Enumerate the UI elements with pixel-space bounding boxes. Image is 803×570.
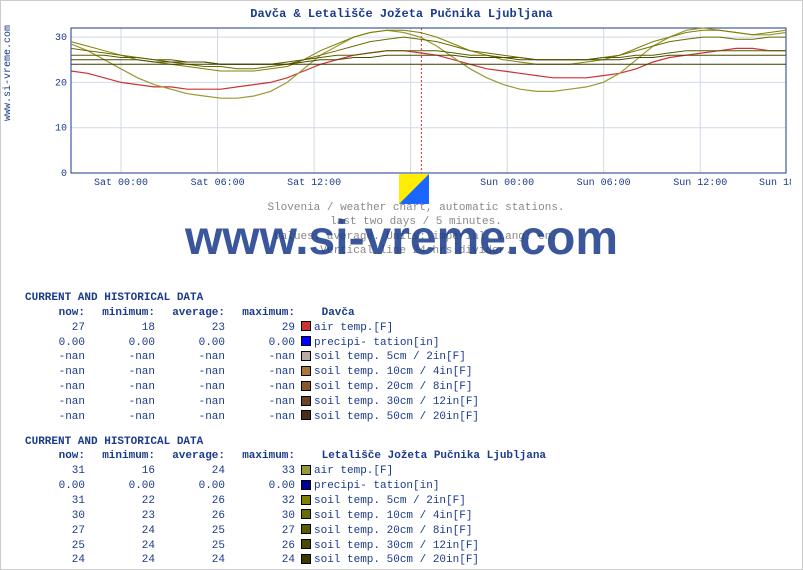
svg-text:20: 20: [55, 78, 67, 89]
series-swatch-icon: [301, 366, 311, 376]
series-swatch-icon: [301, 495, 311, 505]
series-swatch-icon: [301, 336, 311, 346]
table-row: 30232630soil temp. 10cm / 4in[F]: [25, 509, 785, 524]
series-swatch-icon: [301, 509, 311, 519]
table-header: CURRENT AND HISTORICAL DATA: [25, 435, 785, 450]
series-swatch-icon: [301, 465, 311, 475]
series-swatch-icon: [301, 396, 311, 406]
table-row: -nan-nan-nan-nansoil temp. 50cm / 20in[F…: [25, 410, 785, 425]
series-swatch-icon: [301, 539, 311, 549]
chart-subtitle: Slovenia / weather chart, automatic stat…: [41, 201, 791, 258]
series-swatch-icon: [301, 480, 311, 490]
data-tables: CURRENT AND HISTORICAL DATAnow:minimum:a…: [25, 291, 785, 568]
series-swatch-icon: [301, 410, 311, 420]
svg-text:Sat 00:00: Sat 00:00: [94, 178, 148, 189]
svg-text:Sat 12:00: Sat 12:00: [287, 178, 341, 189]
svg-text:Sun 00:00: Sun 00:00: [480, 178, 534, 189]
table-row: -nan-nan-nan-nansoil temp. 10cm / 4in[F]: [25, 365, 785, 380]
table-row: -nan-nan-nan-nansoil temp. 30cm / 12in[F…: [25, 395, 785, 410]
chart-title: Davča & Letališče Jožeta Pučnika Ljublja…: [1, 1, 802, 21]
table-row: -nan-nan-nan-nansoil temp. 20cm / 8in[F]: [25, 380, 785, 395]
svg-text:Sun 18:00: Sun 18:00: [759, 178, 791, 189]
svg-text:10: 10: [55, 124, 67, 135]
line-chart: 0 10 20 30 Sat 00:00 Sat 06:00 Sat 12:00 Sun 00…: [41, 23, 791, 193]
series-swatch-icon: [301, 524, 311, 534]
table-row: 27242527soil temp. 20cm / 8in[F]: [25, 524, 785, 539]
table-col-headers: now:minimum:average:maximum: Davča: [25, 306, 785, 321]
svg-text:30: 30: [55, 33, 67, 44]
svg-text:Sun 06:00: Sun 06:00: [577, 178, 631, 189]
series-swatch-icon: [301, 554, 311, 564]
svg-text:Sun 12:00: Sun 12:00: [673, 178, 727, 189]
table-header: CURRENT AND HISTORICAL DATA: [25, 291, 785, 306]
table-col-headers: now:minimum:average:maximum: Letališče J…: [25, 449, 785, 464]
table-row: 27182329air temp.[F]: [25, 321, 785, 336]
series-swatch-icon: [301, 381, 311, 391]
table-row: 25242526soil temp. 30cm / 12in[F]: [25, 539, 785, 554]
table-row: 31162433air temp.[F]: [25, 464, 785, 479]
table-row: 0.000.000.000.00precipi- tation[in]: [25, 479, 785, 494]
svg-text:0: 0: [61, 169, 67, 180]
table-row: 24242424soil temp. 50cm / 20in[F]: [25, 553, 785, 568]
series-swatch-icon: [301, 351, 311, 361]
series-swatch-icon: [301, 321, 311, 331]
site-logo-icon: [399, 174, 429, 204]
table-row: 31222632soil temp. 5cm / 2in[F]: [25, 494, 785, 509]
table-row: 0.000.000.000.00precipi- tation[in]: [25, 336, 785, 351]
side-url-label: www.si-vreme.com: [3, 25, 14, 121]
svg-text:Sat 06:00: Sat 06:00: [191, 178, 245, 189]
table-row: -nan-nan-nan-nansoil temp. 5cm / 2in[F]: [25, 350, 785, 365]
